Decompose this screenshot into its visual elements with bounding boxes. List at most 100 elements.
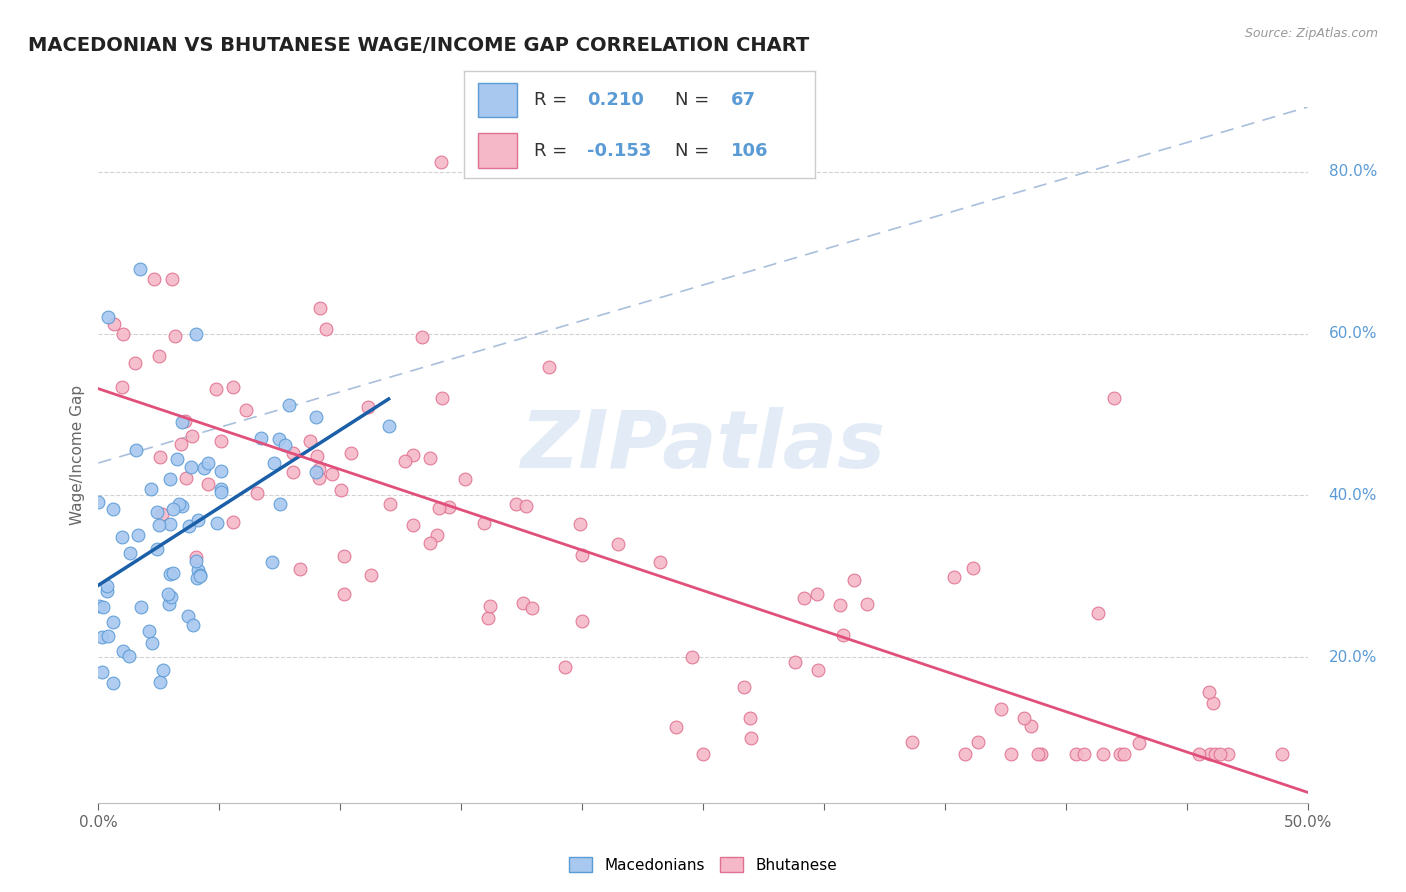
Point [1202,696,1225,710]
Point [172,499,194,513]
Text: 106: 106 [731,142,769,160]
Point [197,456,219,470]
Point [184,326,207,341]
Point [806,587,828,601]
Point [990,702,1012,716]
Point [263,456,285,470]
Bar [478,134,517,168]
Point [955,747,977,762]
Point [1026,747,1049,762]
Point [281,446,304,460]
Point [278,399,301,413]
Point [477,610,499,624]
Point [179,518,201,533]
Point [281,465,304,479]
Point [305,410,328,425]
Point [162,501,184,516]
Point [1073,747,1095,762]
Point [152,663,174,677]
Text: N =: N = [675,91,714,109]
Bar [478,83,517,118]
Point [1271,747,1294,762]
Point [125,443,148,458]
Point [222,516,245,530]
Point [329,483,352,498]
Point [174,471,197,485]
Point [402,448,425,462]
Point [149,450,172,464]
Point [187,563,209,577]
Point [1087,606,1109,620]
Point [472,516,495,531]
Point [156,587,179,601]
Text: Source: ZipAtlas.com: Source: ZipAtlas.com [1244,27,1378,40]
Point [167,497,190,511]
Point [1029,747,1052,762]
Point [1064,747,1087,762]
Point [1012,711,1035,725]
Text: 80.0%: 80.0% [1329,164,1376,179]
Point [665,720,688,734]
Point [127,528,149,542]
Point [427,501,450,516]
Point [87,599,110,613]
Point [111,380,134,394]
Point [186,571,208,585]
Point [97,629,120,643]
Point [692,747,714,762]
Point [146,505,169,519]
Point [568,516,591,531]
Point [111,530,134,544]
Point [340,446,363,460]
Point [180,460,202,475]
Point [437,500,460,514]
Point [411,330,433,344]
Point [193,461,215,475]
Point [650,555,672,569]
Point [554,660,576,674]
Point [166,452,188,467]
Point [681,649,703,664]
Text: 20.0%: 20.0% [1329,649,1376,665]
Point [333,549,356,563]
Point [520,601,543,615]
Point [360,567,382,582]
Point [197,477,219,491]
Point [163,328,186,343]
Point [146,542,169,557]
Point [87,495,110,509]
Point [357,400,380,414]
Point [124,356,146,370]
Point [943,570,966,584]
Point [515,499,537,513]
Point [205,382,228,396]
Point [305,465,328,479]
Point [299,434,322,448]
Point [1204,747,1226,762]
Point [159,591,181,605]
Point [101,676,124,690]
Point [856,597,879,611]
Point [274,438,297,452]
Point [394,453,416,467]
Point [1019,719,1042,733]
Point [332,587,354,601]
Point [419,450,441,465]
Text: ZIPatlas: ZIPatlas [520,407,886,485]
Point [962,561,984,575]
Text: 0.210: 0.210 [588,91,644,109]
Point [162,566,184,580]
Point [235,403,257,417]
Point [188,568,211,582]
Point [159,517,181,532]
Point [505,497,527,511]
Point [1216,747,1239,762]
Text: R =: R = [534,91,574,109]
Point [91,630,114,644]
Point [118,546,141,560]
Point [209,434,232,449]
Text: -0.153: -0.153 [588,142,651,160]
Text: 40.0%: 40.0% [1329,488,1376,503]
Point [209,464,232,478]
Point [607,537,630,551]
